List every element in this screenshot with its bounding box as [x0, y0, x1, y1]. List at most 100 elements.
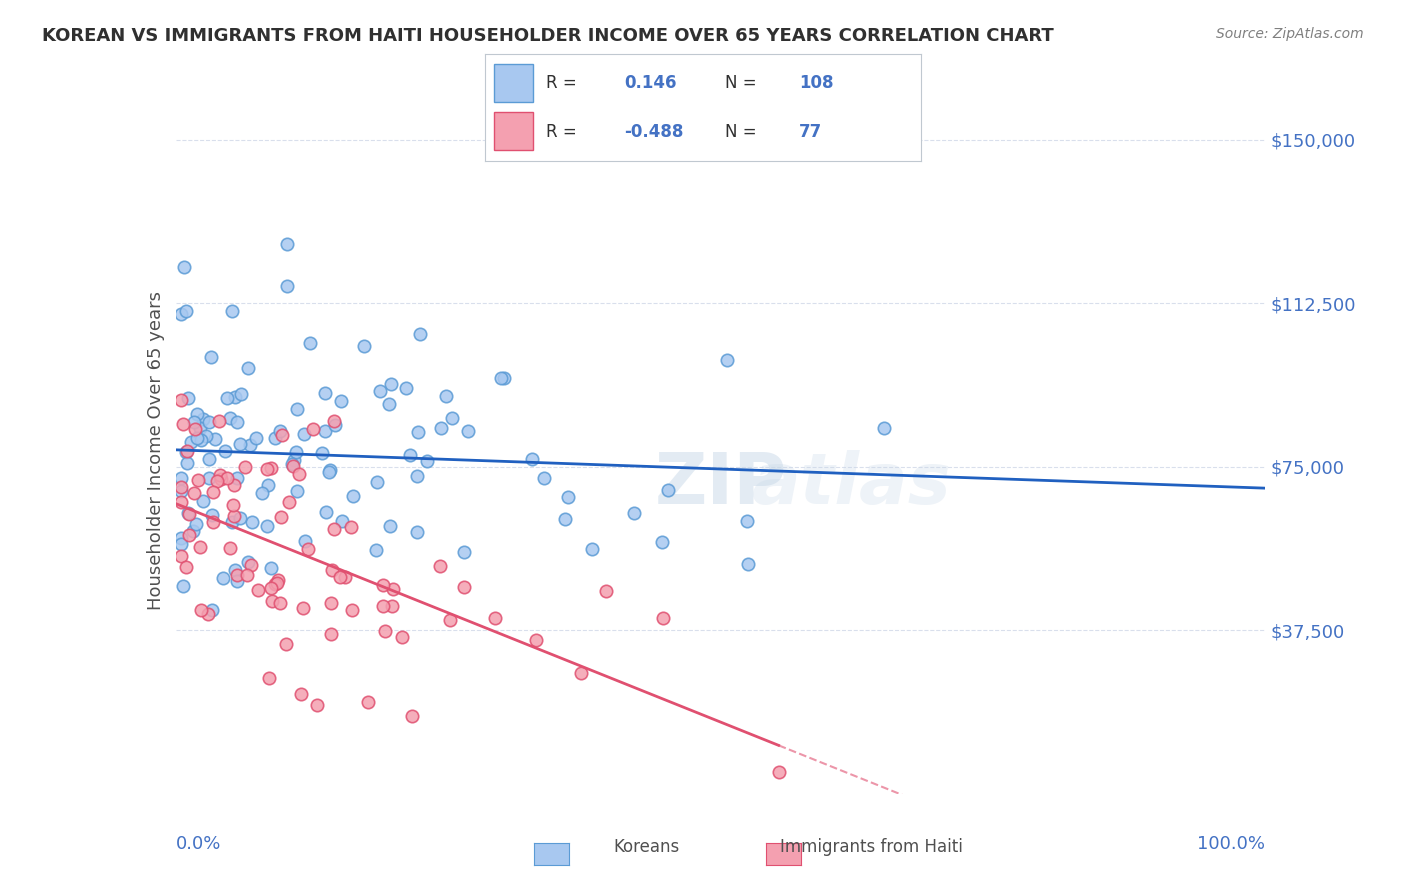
Point — [288, 467, 311, 482]
Point — [262, 594, 284, 608]
Point — [264, 431, 287, 445]
Point — [735, 514, 758, 528]
Point — [170, 393, 193, 408]
Point — [257, 478, 280, 492]
Point — [218, 411, 240, 425]
Point — [569, 666, 592, 681]
Point — [314, 386, 336, 401]
Point — [236, 567, 259, 582]
Point — [184, 517, 207, 532]
Point — [276, 636, 298, 650]
Point — [398, 448, 420, 462]
Point — [186, 431, 208, 445]
Text: -0.488: -0.488 — [624, 123, 683, 141]
Point — [440, 410, 463, 425]
Point — [321, 627, 343, 641]
Point — [353, 339, 375, 353]
Point — [453, 580, 475, 594]
Point — [170, 537, 193, 551]
Point — [242, 515, 264, 529]
Point — [401, 709, 423, 723]
Point — [190, 433, 212, 447]
Point — [489, 371, 512, 385]
Point — [269, 596, 291, 610]
Point — [222, 508, 245, 523]
Point — [197, 452, 219, 467]
Point — [224, 563, 246, 577]
Point — [290, 687, 312, 701]
Point — [225, 574, 247, 588]
Point — [329, 569, 352, 583]
Point — [208, 468, 231, 483]
Point — [177, 391, 200, 405]
Point — [195, 429, 218, 443]
Point — [267, 573, 290, 587]
Text: Immigrants from Haiti: Immigrants from Haiti — [780, 838, 963, 856]
Point — [200, 350, 222, 364]
Point — [201, 603, 224, 617]
Text: 0.146: 0.146 — [624, 75, 678, 93]
Point — [524, 632, 547, 647]
Point — [657, 483, 679, 497]
Point — [224, 390, 246, 404]
Point — [391, 630, 413, 644]
Point — [266, 575, 288, 590]
Point — [302, 422, 325, 436]
Point — [236, 555, 259, 569]
Point — [226, 415, 249, 429]
Point — [222, 499, 245, 513]
Point — [453, 544, 475, 558]
Point — [183, 486, 205, 500]
Point — [229, 437, 252, 451]
Point — [184, 422, 207, 436]
Point — [256, 518, 278, 533]
Point — [276, 279, 298, 293]
Point — [201, 508, 224, 523]
Text: 100.0%: 100.0% — [1198, 835, 1265, 853]
Point — [342, 489, 364, 503]
Point — [434, 389, 457, 403]
Text: R =: R = — [546, 123, 576, 141]
Point — [408, 326, 430, 341]
Point — [197, 607, 219, 621]
Point — [214, 444, 236, 458]
Point — [238, 360, 260, 375]
Point — [233, 459, 256, 474]
Point — [176, 444, 198, 458]
Point — [581, 541, 603, 556]
Point — [305, 698, 328, 713]
Point — [554, 512, 576, 526]
Text: KOREAN VS IMMIGRANTS FROM HAITI HOUSEHOLDER INCOME OVER 65 YEARS CORRELATION CHA: KOREAN VS IMMIGRANTS FROM HAITI HOUSEHOL… — [42, 27, 1054, 45]
Point — [173, 260, 195, 274]
Point — [321, 596, 343, 610]
Point — [221, 304, 243, 318]
Point — [198, 415, 221, 429]
Point — [405, 469, 427, 483]
Point — [283, 453, 305, 467]
Point — [484, 610, 506, 624]
Point — [172, 579, 194, 593]
Point — [180, 434, 202, 449]
Text: atlas: atlas — [751, 450, 952, 519]
Text: Source: ZipAtlas.com: Source: ZipAtlas.com — [1216, 27, 1364, 41]
Point — [716, 352, 738, 367]
Point — [201, 515, 224, 529]
Point — [217, 391, 239, 405]
FancyBboxPatch shape — [494, 64, 533, 102]
Point — [333, 570, 356, 584]
Point — [318, 465, 340, 479]
Point — [277, 495, 299, 509]
Point — [623, 506, 645, 520]
Point — [314, 425, 336, 439]
Point — [259, 671, 281, 685]
Point — [202, 484, 225, 499]
Point — [281, 457, 304, 471]
Point — [737, 557, 759, 571]
Point — [768, 765, 790, 780]
Point — [405, 524, 427, 539]
Point — [177, 507, 200, 521]
Point — [557, 490, 579, 504]
Point — [174, 445, 197, 459]
Point — [186, 407, 208, 421]
Text: 108: 108 — [799, 75, 834, 93]
